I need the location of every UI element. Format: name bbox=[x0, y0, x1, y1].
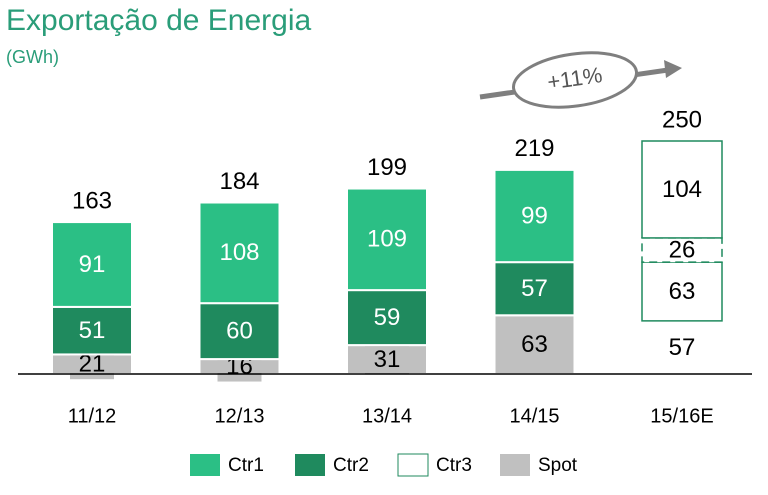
value-label: 57 bbox=[521, 275, 548, 302]
total-label: 219 bbox=[514, 135, 554, 162]
legend-label: Ctr1 bbox=[228, 455, 264, 476]
total-label: 250 bbox=[662, 106, 702, 133]
value-label: 60 bbox=[226, 317, 253, 344]
legend-label: Ctr2 bbox=[333, 455, 369, 476]
bar-segment bbox=[51, 221, 133, 308]
x-tick-label: 13/14 bbox=[362, 405, 412, 427]
value-label: 108 bbox=[219, 239, 259, 266]
legend-swatch bbox=[190, 454, 220, 476]
value-label: 31 bbox=[374, 346, 401, 373]
bar-segment bbox=[51, 305, 133, 356]
bar-segment bbox=[641, 237, 723, 263]
legend-label: Ctr3 bbox=[436, 455, 472, 476]
value-label: 59 bbox=[374, 304, 401, 331]
growth-bubble bbox=[511, 51, 639, 109]
total-label: 163 bbox=[72, 187, 112, 214]
x-tick-label: 11/12 bbox=[68, 405, 117, 427]
value-label: 51 bbox=[79, 317, 106, 344]
growth-arrowhead bbox=[664, 60, 682, 78]
bar-segment bbox=[493, 314, 576, 375]
value-label: 109 bbox=[367, 226, 407, 253]
legend-swatch bbox=[295, 454, 325, 476]
bar-segment bbox=[198, 302, 281, 361]
x-tick-label: 15/16E bbox=[650, 405, 713, 427]
x-tick-label: 14/15 bbox=[509, 405, 559, 427]
legend-swatch bbox=[500, 454, 530, 476]
legend-label: Spot bbox=[538, 455, 578, 476]
bar-segment bbox=[641, 261, 723, 322]
value-label: 63 bbox=[521, 331, 548, 358]
bar-segment bbox=[346, 187, 428, 292]
chart-subtitle: (GWh) bbox=[6, 47, 59, 67]
total-label: 184 bbox=[219, 168, 259, 195]
total-label: 199 bbox=[367, 154, 407, 181]
bar-segment bbox=[493, 168, 576, 264]
chart-title: Exportação de Energia bbox=[6, 4, 312, 37]
value-label: 26 bbox=[669, 236, 696, 263]
bar-segment bbox=[642, 320, 722, 374]
value-label: 104 bbox=[662, 176, 702, 203]
legend-swatch bbox=[397, 453, 429, 477]
value-label: 63 bbox=[669, 278, 696, 305]
value-label: 99 bbox=[521, 202, 548, 229]
value-label: 91 bbox=[79, 251, 106, 278]
bar-segment bbox=[198, 201, 281, 305]
bar-segment bbox=[493, 261, 576, 317]
value-label: 57 bbox=[669, 334, 696, 361]
bar-segment bbox=[641, 140, 723, 239]
x-tick-label: 12/13 bbox=[214, 405, 264, 427]
value-label-box bbox=[365, 344, 409, 375]
